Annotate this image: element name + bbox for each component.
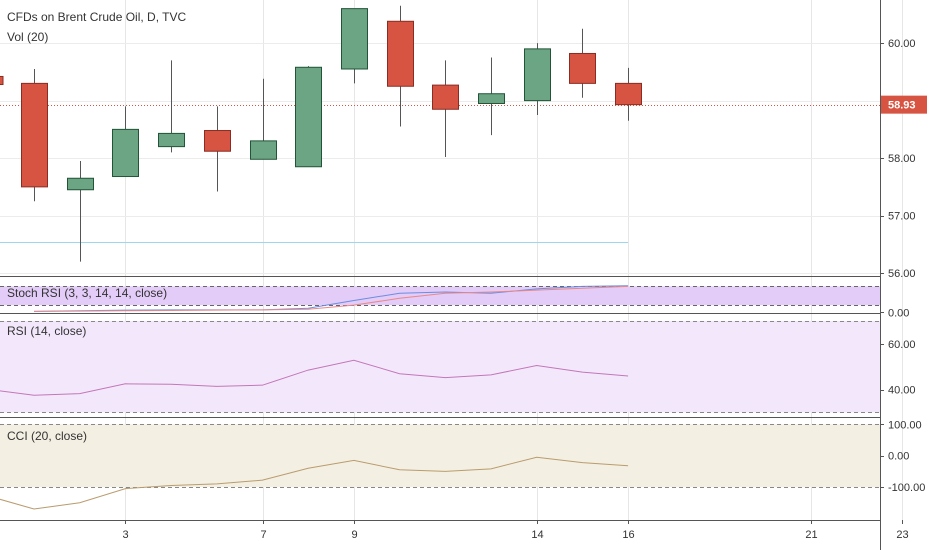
time-tick-label: 3 <box>122 529 128 541</box>
time-tick-label: 9 <box>351 529 357 541</box>
candle-down[interactable] <box>21 69 48 202</box>
chart-title: CFDs on Brent Crude Oil, D, TVC <box>7 10 186 24</box>
candle-body <box>250 140 277 160</box>
cci-band-fill <box>0 424 880 488</box>
candle-up[interactable] <box>158 60 185 153</box>
candle-body <box>432 84 459 110</box>
candle-up[interactable] <box>67 161 94 262</box>
pane-separators <box>0 0 881 550</box>
stoch-rsi-title: Stoch RSI (3, 3, 14, 14, close) <box>7 286 167 300</box>
rsi-tick-label: 40.00 <box>888 385 916 397</box>
price-tick-label: 57.00 <box>888 211 916 223</box>
indicator-backgrounds <box>0 286 880 488</box>
candle-down[interactable] <box>569 28 596 98</box>
candle-body <box>387 20 414 87</box>
candle-body <box>615 82 642 106</box>
candle-body <box>204 130 231 152</box>
candle-up[interactable] <box>524 43 551 115</box>
candle-body <box>524 48 551 102</box>
candle-partial[interactable] <box>0 75 4 86</box>
candle-body <box>158 132 185 148</box>
price-tick-label: 56.00 <box>888 268 916 280</box>
candle-body <box>295 66 322 168</box>
price-tick-label: 58.00 <box>888 153 916 165</box>
candle-down[interactable] <box>387 5 414 127</box>
candle-up[interactable] <box>250 78 277 160</box>
stoch-d-line[interactable] <box>33 285 629 312</box>
stoch-k-line[interactable] <box>33 285 629 312</box>
price-tick-label: 60.00 <box>888 38 916 50</box>
cci-tick-label: 100.00 <box>888 419 922 431</box>
time-tick-label: 14 <box>531 529 543 541</box>
cci-tick-label: -100.00 <box>888 482 925 494</box>
candle-up[interactable] <box>295 66 322 168</box>
time-tick-label: 23 <box>896 529 908 541</box>
rsi-line[interactable] <box>0 359 629 396</box>
candle-up[interactable] <box>112 106 139 178</box>
price-axis[interactable]: 60.0059.0058.0057.0056.000.0060.0040.001… <box>880 38 927 494</box>
stoch-band-fill <box>0 286 880 306</box>
rsi-title: RSI (14, close) <box>7 324 86 338</box>
last-price-badge <box>881 95 927 114</box>
cci-line[interactable] <box>0 456 629 510</box>
volume-label: Vol (20) <box>7 30 48 44</box>
candle-down[interactable] <box>432 60 459 157</box>
rsi-pane[interactable] <box>0 321 880 413</box>
candle-up[interactable] <box>478 57 505 136</box>
cci-title: CCI (20, close) <box>7 429 87 443</box>
time-tick-label: 21 <box>805 529 817 541</box>
candle-body <box>21 82 48 188</box>
candle-body <box>112 128 139 178</box>
candle-body <box>569 52 596 84</box>
time-tick-label: 16 <box>622 529 634 541</box>
candle-body <box>478 93 505 104</box>
candle-body <box>341 8 368 70</box>
rsi-tick-label: 60.00 <box>888 339 916 351</box>
candle-down[interactable] <box>615 67 642 121</box>
stoch-rsi-pane[interactable] <box>0 285 880 312</box>
candle-up[interactable] <box>341 8 368 84</box>
cci-pane[interactable] <box>0 424 880 510</box>
cci-tick-label: 0.00 <box>888 451 909 463</box>
stoch-tick-label: 0.00 <box>888 307 909 319</box>
rsi-band-fill <box>0 320 880 413</box>
candle-down[interactable] <box>204 106 231 192</box>
last-price-label: 58.93 <box>888 100 916 112</box>
time-axis[interactable]: 3791416212328 <box>122 520 932 541</box>
candle-body <box>67 177 94 191</box>
price-pane[interactable] <box>0 5 880 262</box>
time-tick-label: 7 <box>260 529 266 541</box>
